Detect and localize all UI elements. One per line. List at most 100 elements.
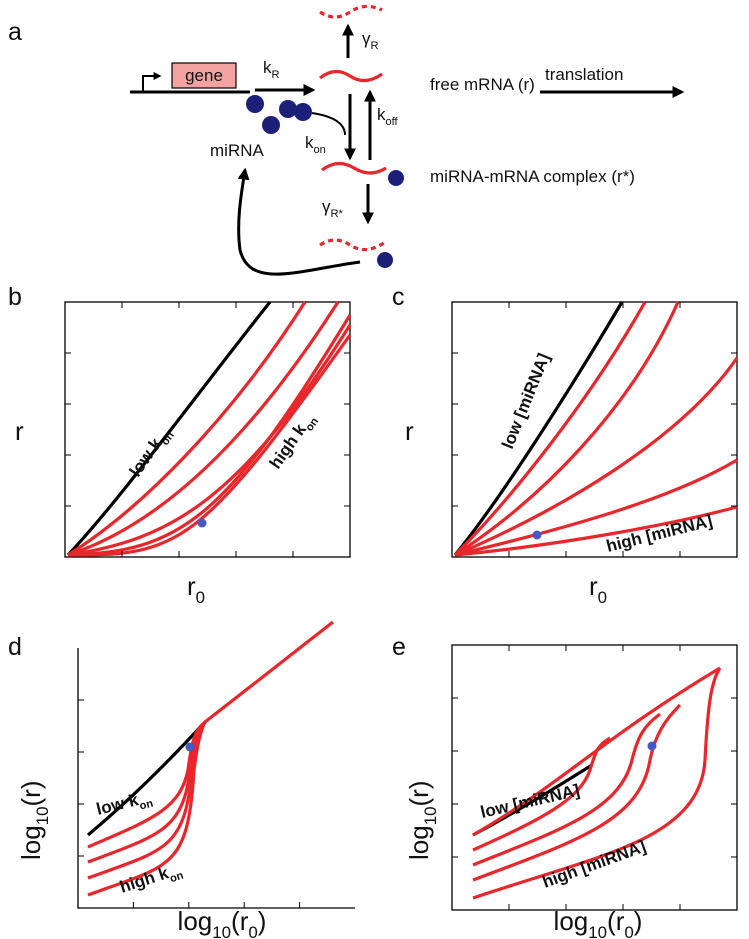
y-axis-label: log10(r) (16, 781, 52, 860)
text-part: (r (231, 906, 249, 936)
curve (453, 301, 647, 557)
curve (472, 736, 611, 852)
subscript: 10 (421, 807, 440, 826)
species-label: miRNA-mRNA complex (r*) (430, 167, 635, 186)
plot-c: r r0 low [miRNA] high [miRNA] (405, 301, 739, 607)
curve (472, 667, 722, 900)
binding-arrow (311, 112, 346, 136)
curve (454, 505, 738, 557)
x-axis-label: log10(r0) (554, 906, 643, 939)
text-part: (r) (404, 781, 434, 807)
subscript: 0 (598, 588, 607, 607)
rate-label: koff (377, 105, 399, 128)
curve (472, 703, 682, 882)
curve (472, 666, 721, 837)
y-axis-label: r (15, 416, 24, 446)
curve (454, 458, 738, 557)
plot-b: r r0 low kon high kon (15, 301, 352, 607)
y-axis-label: log10(r) (404, 781, 440, 860)
curve (87, 721, 207, 880)
curve (66, 301, 272, 557)
curve (454, 357, 739, 557)
panel-label: a (8, 18, 22, 46)
y-axis-label: r (405, 416, 414, 446)
text-part: r (187, 571, 196, 601)
curve-label: high [miRNA] (604, 511, 714, 556)
curve (87, 620, 334, 849)
text-part: k (377, 105, 386, 124)
subscript: R (272, 69, 280, 81)
text-part: (r (607, 906, 625, 936)
rate-label: kon (305, 133, 326, 156)
frame (451, 644, 738, 911)
curve (67, 301, 307, 557)
curve (454, 301, 680, 557)
text-part: r (405, 416, 414, 446)
reaction-diagram: gene kR γR koff kon miRNA free mRNA (r) … (130, 4, 685, 276)
mirna-label: miRNA (210, 141, 264, 160)
subscript: 10 (588, 923, 607, 939)
subscript: 0 (196, 588, 205, 607)
x-axis-label: r0 (589, 571, 607, 607)
curve (86, 720, 207, 837)
axes (77, 648, 355, 909)
curve (67, 301, 340, 557)
subscript: R (371, 40, 379, 52)
text-part: low [miRNA] (479, 781, 582, 822)
subscript: on (314, 144, 326, 156)
subscript: off (386, 116, 399, 128)
panel-label: b (8, 283, 22, 311)
text-part: high [miRNA] (540, 837, 649, 892)
text-part: k (305, 133, 314, 152)
text-part: r (15, 416, 24, 446)
rate-label: γR (362, 29, 379, 52)
curve (87, 721, 207, 897)
text-part: (r) (16, 781, 46, 807)
subscript: 10 (33, 807, 52, 826)
subscript: on (138, 798, 154, 813)
subscript: on (168, 870, 185, 886)
mirna-molecules (246, 95, 404, 268)
panel-label: e (392, 633, 406, 661)
subscript: 0 (624, 923, 633, 939)
point (185, 742, 195, 752)
mrna (319, 69, 383, 83)
curve-label: high kon (266, 409, 322, 475)
text-part: ) (258, 906, 267, 936)
text-part: log (16, 825, 46, 860)
text-part: ) (634, 906, 643, 936)
frame (451, 301, 738, 558)
recycle-arrow (237, 167, 361, 276)
text-part: log (178, 906, 213, 936)
panel-label: d (8, 633, 22, 661)
plot-d: log10(r) log10(r0) low kon high kon (16, 620, 355, 939)
subscript: 0 (248, 923, 257, 939)
text-part: γ (322, 197, 331, 216)
gene-box (171, 62, 237, 89)
curve (67, 314, 352, 557)
subscript: 10 (212, 923, 231, 939)
frame (64, 301, 351, 558)
degraded-complex (319, 238, 385, 252)
point (532, 530, 542, 540)
curve (67, 334, 352, 557)
curve (472, 712, 661, 867)
text-part: low [miRNA] (498, 351, 553, 452)
promoter (142, 72, 162, 92)
text-part: high [miRNA] (604, 511, 714, 556)
curve (67, 324, 352, 557)
curve-label: low kon (94, 787, 154, 823)
curve (453, 301, 624, 557)
complex-mrna (321, 161, 387, 175)
text-part: low k (94, 790, 140, 819)
text-part: log (404, 825, 434, 860)
rate-label: kR (263, 58, 280, 81)
text-part: k (263, 58, 272, 77)
plot-e: log10(r) log10(r0) low [miRNA] high [miR… (404, 644, 738, 939)
text-part: log (554, 906, 589, 936)
rate-label: γR* (322, 197, 344, 220)
gene-label: gene (185, 66, 223, 85)
text-part: high k (117, 863, 171, 897)
panel-label: c (392, 283, 405, 311)
point (197, 518, 207, 528)
